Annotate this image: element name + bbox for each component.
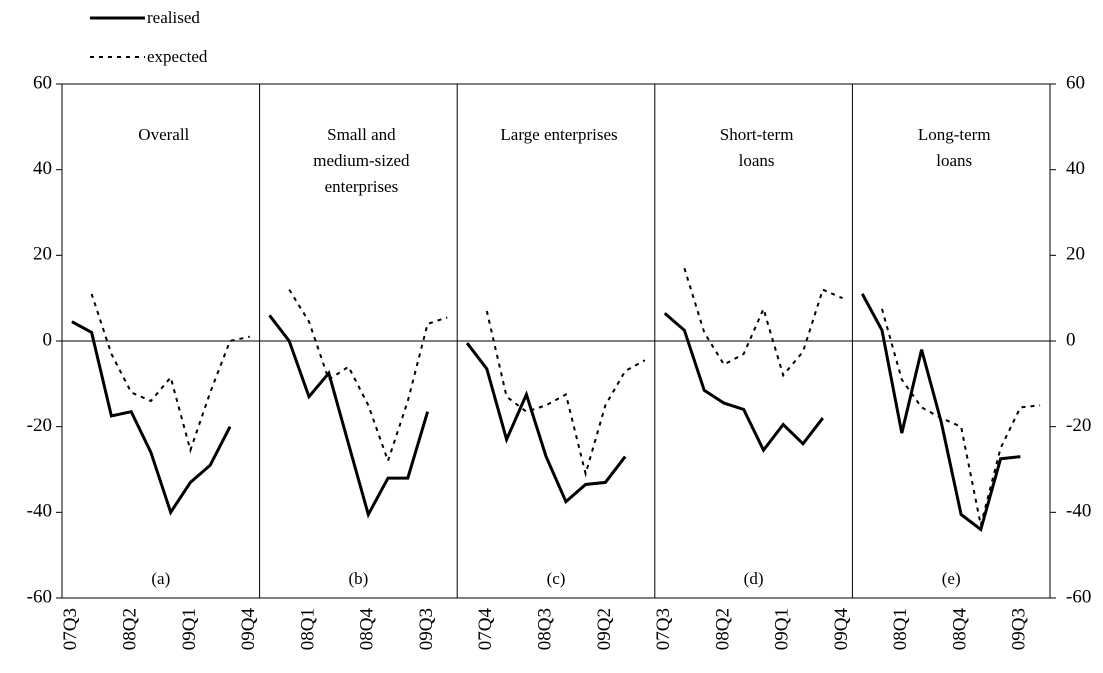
panel-label: (e) [942,569,961,588]
y2-tick-label: 40 [1066,158,1085,179]
x-tick-label: 09Q3 [416,608,437,650]
panel-title: medium-sized [313,151,410,170]
y2-tick-label: 60 [1066,72,1085,93]
x-tick-label: 08Q2 [712,608,733,650]
x-tick-label: 08Q1 [297,608,318,650]
x-tick-label: 07Q3 [653,608,674,650]
x-tick-label: 09Q3 [1009,608,1030,650]
y2-tick-label: -40 [1066,501,1091,522]
y2-tick-label: -60 [1066,586,1091,607]
legend-label: realised [147,8,200,27]
y2-tick-label: -20 [1066,415,1091,436]
panel-label: (d) [744,569,764,588]
panel-title: enterprises [325,177,399,196]
y-tick-label: -40 [27,501,52,522]
y-tick-label: 20 [33,244,52,265]
x-tick-label: 08Q2 [120,608,141,650]
x-tick-label: 08Q1 [890,608,911,650]
panel-title: loans [936,151,972,170]
x-tick-label: 07Q3 [60,608,81,650]
y-tick-label: -20 [27,415,52,436]
panel-title: Short-term [720,125,794,144]
panel-title: loans [739,151,775,170]
legend-label: expected [147,47,208,66]
x-tick-label: 07Q4 [475,608,496,651]
x-tick-label: 09Q4 [238,608,259,651]
x-tick-label: 09Q1 [179,608,200,650]
series-line [90,267,1041,526]
panel-label: (a) [151,569,170,588]
panel-label: (b) [348,569,368,588]
y-tick-label: 40 [33,158,52,179]
x-tick-label: 08Q3 [534,608,555,650]
panel-title: Large enterprises [500,125,617,144]
y2-tick-label: 20 [1066,244,1085,265]
series-line [71,293,1021,533]
panel-title: Small and [327,125,396,144]
x-tick-label: 08Q4 [357,608,378,651]
x-tick-label: 08Q4 [949,608,970,651]
y2-tick-label: 0 [1066,329,1076,350]
x-tick-label: 09Q1 [772,608,793,650]
x-tick-label: 09Q2 [594,608,615,650]
y-tick-label: 60 [33,72,52,93]
y-tick-label: 0 [43,329,53,350]
x-tick-label: 09Q4 [831,608,852,651]
panel-title: Overall [138,125,189,144]
panel-title: Long-term [918,125,991,144]
y-tick-label: -60 [27,586,52,607]
panel-label: (c) [547,569,566,588]
